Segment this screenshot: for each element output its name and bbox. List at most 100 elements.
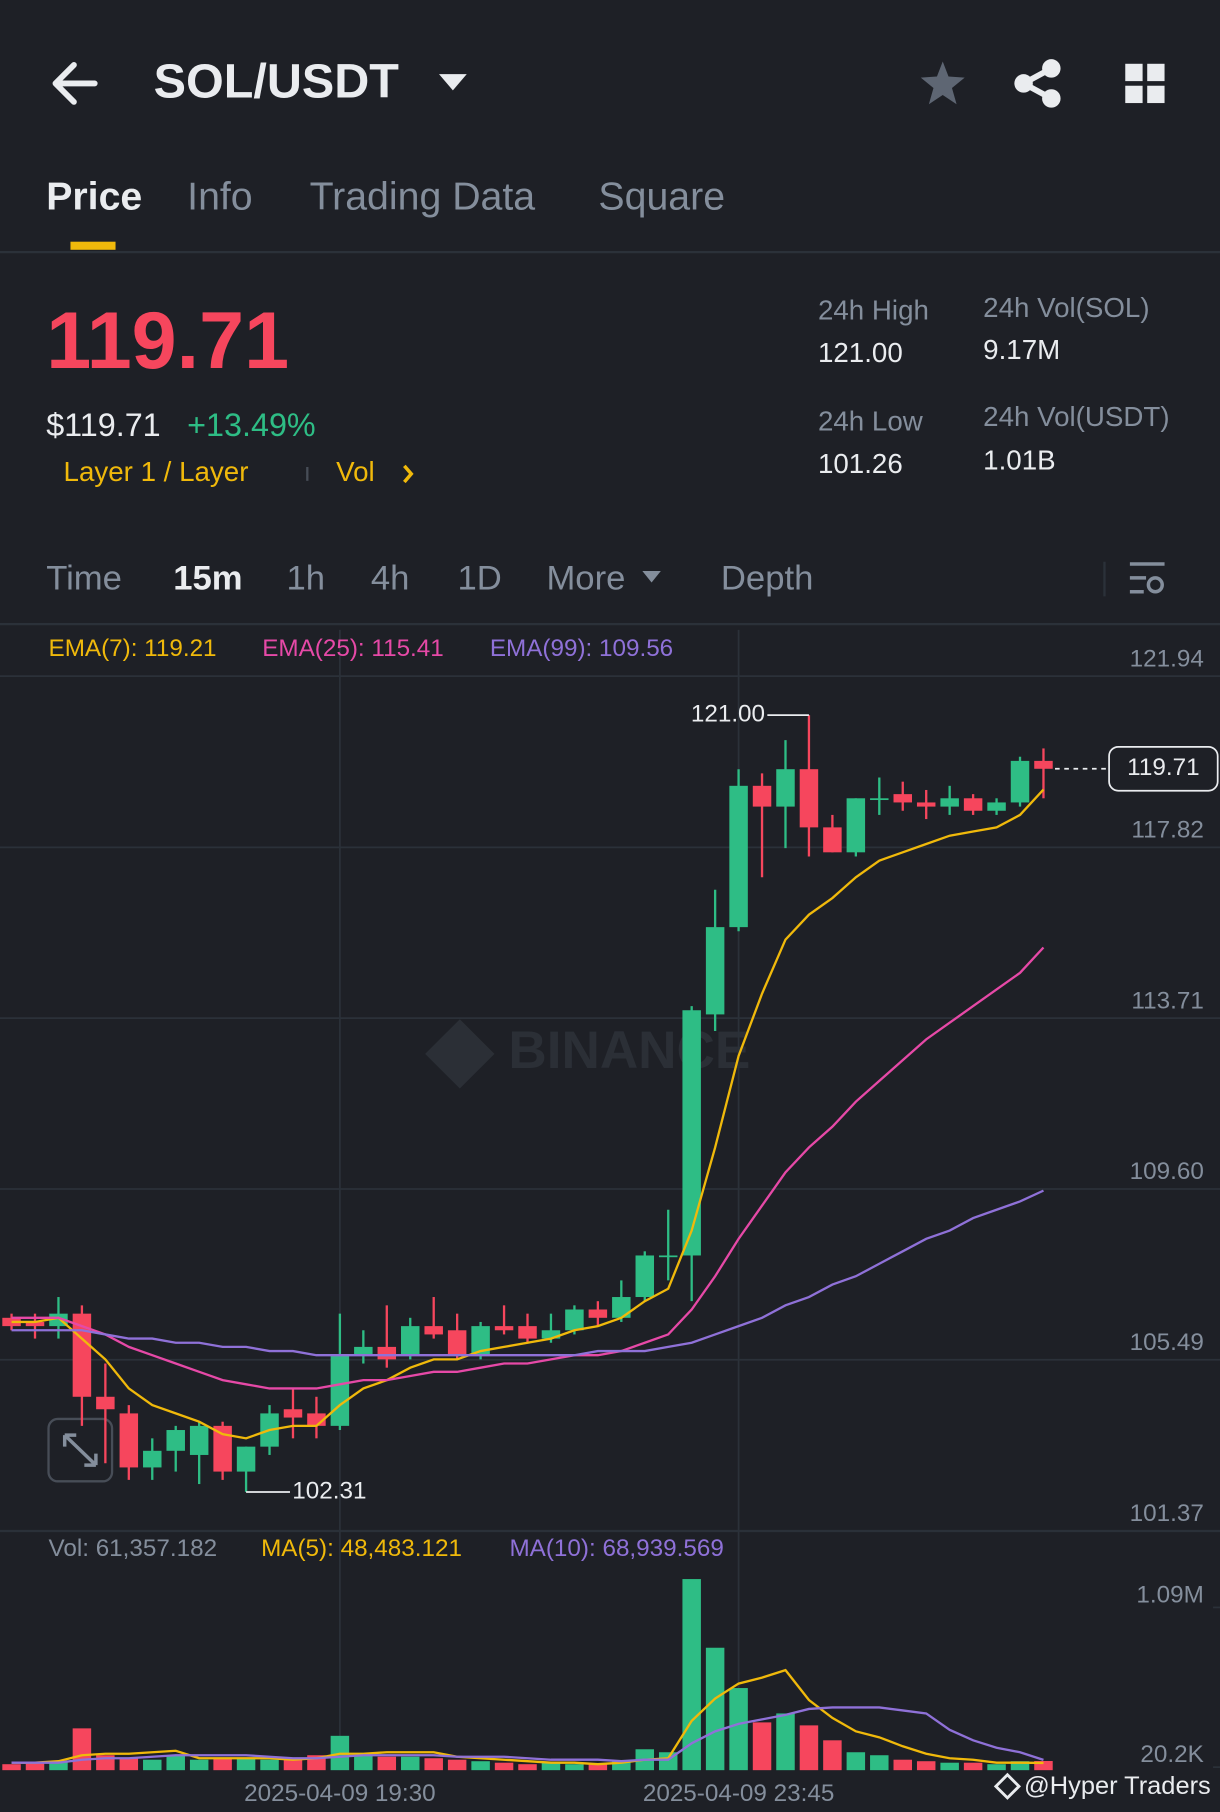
interval[interactable]: More bbox=[546, 559, 625, 597]
y-tick-label: 1.09M bbox=[1136, 1581, 1203, 1608]
last-price-tag bbox=[1108, 745, 1219, 792]
share-icon[interactable] bbox=[1014, 59, 1061, 108]
legend-entry: EMA(7): 119.21 bbox=[49, 635, 217, 662]
volume-bar bbox=[424, 1758, 443, 1771]
tab[interactable]: Info bbox=[187, 174, 253, 218]
volume-bar bbox=[682, 1579, 701, 1771]
volume-bar bbox=[987, 1764, 1006, 1771]
x-tick-label: 2025-04-09 23:45 bbox=[643, 1780, 834, 1807]
candle-body bbox=[377, 1346, 397, 1360]
volume-bar bbox=[518, 1764, 537, 1771]
candle-body bbox=[471, 1326, 490, 1356]
candle-body bbox=[729, 785, 748, 928]
volume-bar bbox=[963, 1762, 983, 1771]
interval[interactable]: 1D bbox=[458, 559, 502, 597]
volume-bar bbox=[143, 1759, 162, 1771]
candle-body bbox=[823, 827, 842, 853]
volume-bar bbox=[189, 1759, 209, 1771]
pair-title[interactable]: SOL/USDT bbox=[154, 54, 400, 108]
legend-entry: MA(5): 48,483.121 bbox=[261, 1535, 462, 1562]
interval[interactable]: Time bbox=[46, 559, 122, 597]
interval[interactable]: 1h bbox=[287, 559, 326, 597]
candle-body bbox=[330, 1355, 350, 1426]
volume-bar bbox=[25, 1762, 45, 1771]
back-button[interactable] bbox=[52, 62, 98, 105]
interval[interactable]: Depth bbox=[721, 559, 813, 597]
candle-body bbox=[401, 1326, 420, 1356]
vol-tag[interactable]: Vol bbox=[336, 456, 375, 487]
volume-bar bbox=[401, 1756, 420, 1771]
candle-body bbox=[870, 798, 889, 801]
candle-body bbox=[776, 769, 795, 807]
volume-bar bbox=[119, 1758, 139, 1771]
volume-bar bbox=[166, 1755, 185, 1771]
favorite-icon[interactable] bbox=[920, 61, 965, 105]
candle-body bbox=[236, 1446, 256, 1472]
y-tick-label: 113.71 bbox=[1131, 987, 1203, 1014]
volume-bar bbox=[1010, 1761, 1030, 1771]
credit-logo bbox=[993, 1772, 1022, 1800]
high-label: 121.00 bbox=[691, 701, 765, 728]
volume-bar bbox=[799, 1725, 819, 1771]
watermark: BINANCE bbox=[508, 1021, 750, 1080]
volume-bar bbox=[588, 1764, 608, 1771]
candle-body bbox=[987, 802, 1006, 811]
y-tick-label: 105.49 bbox=[1130, 1329, 1204, 1356]
candle-body bbox=[846, 798, 866, 853]
volume-bar bbox=[776, 1713, 795, 1771]
expand-button[interactable] bbox=[47, 1417, 114, 1483]
volume-bar bbox=[471, 1761, 490, 1771]
y-tick-label: 101.37 bbox=[1130, 1500, 1204, 1527]
volume-bar bbox=[916, 1761, 936, 1771]
chart-settings[interactable] bbox=[1129, 562, 1165, 594]
volume-bar bbox=[494, 1762, 514, 1771]
ema-line bbox=[11, 946, 1045, 1390]
volume-bar bbox=[213, 1758, 232, 1771]
volume-bar bbox=[940, 1762, 959, 1771]
legend-entry: EMA(25): 115.41 bbox=[262, 635, 444, 662]
last-price-label: 119.71 bbox=[1127, 754, 1199, 781]
low-label: 102.31 bbox=[292, 1477, 366, 1504]
volume-bar bbox=[893, 1759, 912, 1771]
candle-body bbox=[96, 1396, 115, 1410]
legend-entry: Vol: 61,357.182 bbox=[49, 1535, 218, 1562]
tab[interactable]: Price bbox=[46, 174, 142, 218]
interval[interactable]: 15m bbox=[173, 559, 242, 597]
candle-body bbox=[565, 1309, 584, 1331]
volume-bar bbox=[846, 1752, 866, 1771]
volume-bar bbox=[823, 1740, 842, 1771]
volume-bar bbox=[612, 1761, 631, 1771]
layout-icon[interactable] bbox=[1125, 63, 1165, 104]
candle-body bbox=[494, 1326, 514, 1331]
tab[interactable]: Trading Data bbox=[310, 174, 536, 218]
last-price: 119.71 bbox=[46, 296, 289, 386]
tab-indicator bbox=[70, 241, 116, 250]
volume-bar bbox=[1034, 1761, 1053, 1771]
volume-bar bbox=[354, 1755, 373, 1771]
volume-bar bbox=[541, 1762, 561, 1771]
candle-body bbox=[541, 1330, 561, 1339]
interval[interactable]: 4h bbox=[371, 559, 410, 597]
volume-bar bbox=[447, 1759, 467, 1771]
candle-body bbox=[799, 769, 819, 828]
y-tick-label: 117.82 bbox=[1131, 817, 1203, 844]
y-tick-label: 121.94 bbox=[1130, 645, 1204, 672]
x-tick-label: 2025-04-09 19:30 bbox=[244, 1780, 435, 1807]
candle-body bbox=[1010, 760, 1030, 803]
candle-body bbox=[940, 798, 959, 807]
tab[interactable]: Square bbox=[598, 174, 725, 218]
candle-body bbox=[189, 1425, 209, 1455]
candle-body bbox=[25, 1321, 45, 1327]
y-tick-label: 20.2K bbox=[1140, 1741, 1203, 1768]
candle-body bbox=[424, 1326, 443, 1335]
volume-bar bbox=[565, 1764, 584, 1771]
volume-bar bbox=[377, 1756, 397, 1771]
candle-body bbox=[119, 1413, 139, 1468]
volume-bar bbox=[236, 1758, 256, 1771]
candle-body bbox=[658, 1255, 678, 1258]
category-tag[interactable]: Layer 1 / Layer bbox=[64, 456, 249, 487]
candle-body bbox=[893, 794, 912, 803]
price-change: +13.49% bbox=[187, 407, 316, 443]
pair-dropdown[interactable] bbox=[439, 74, 467, 91]
stat-value: 9.17M bbox=[983, 334, 1060, 365]
